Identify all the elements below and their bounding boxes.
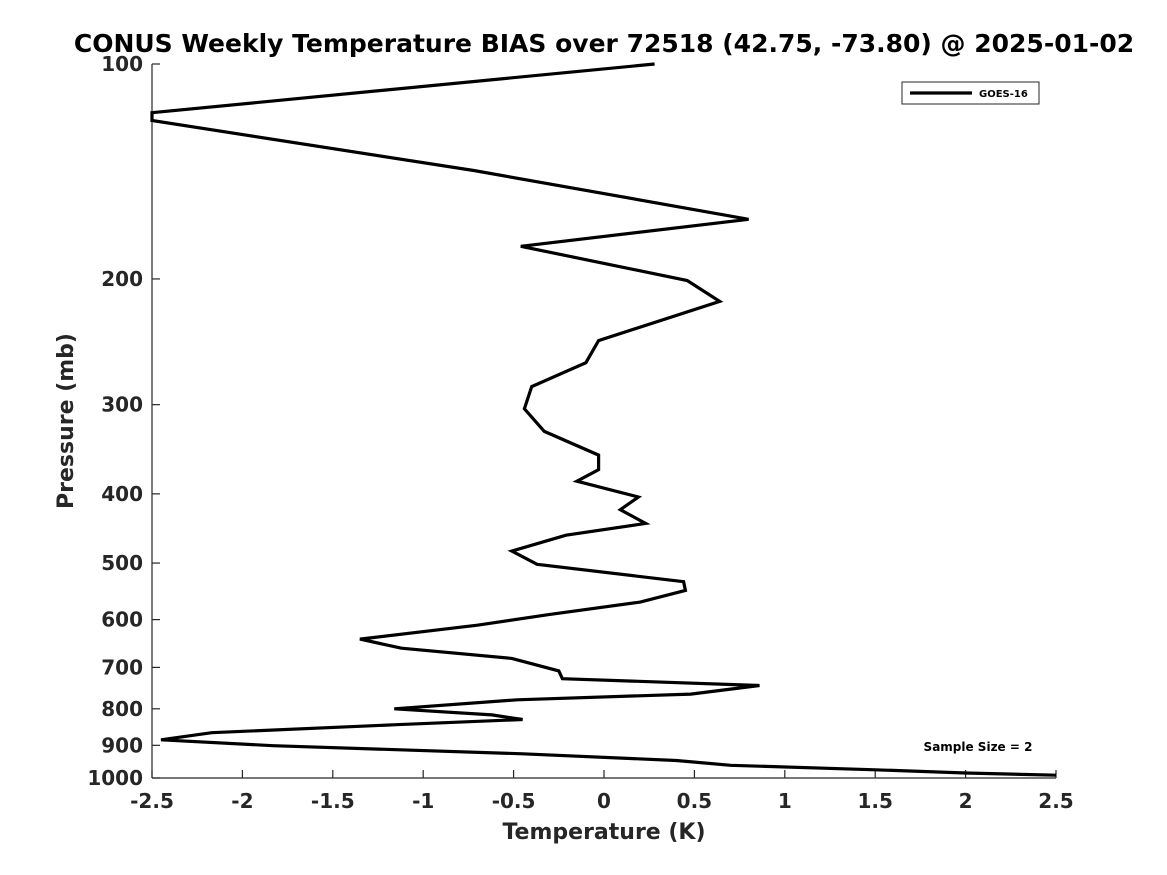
x-tick-label: -2.5 xyxy=(130,789,174,813)
x-tick-label: 2.5 xyxy=(1038,789,1073,813)
y-axis-label: Pressure (mb) xyxy=(54,333,79,509)
y-tick-label: 800 xyxy=(101,697,143,721)
x-tick-label: 2 xyxy=(959,789,973,813)
x-tick-label: 1 xyxy=(778,789,792,813)
ticks: -2.5 -2 -1.5 -1 -0.5 0 0.5 1 1.5 2 2.5 100 200 300 400… xyxy=(87,52,1073,813)
y-tick-label: 900 xyxy=(101,733,143,757)
x-tick-label: -1.5 xyxy=(311,789,355,813)
y-tick-label: 300 xyxy=(101,393,143,417)
x-tick-label: -2 xyxy=(231,789,253,813)
series-line-goes-16 xyxy=(150,62,1057,777)
series-layer xyxy=(150,62,1057,777)
legend: GOES-16 xyxy=(901,81,1040,105)
y-tick-label: 700 xyxy=(101,655,143,679)
x-tick-label: 1.5 xyxy=(857,789,892,813)
x-tick-label: -0.5 xyxy=(492,789,536,813)
x-tick-label: -1 xyxy=(412,789,434,813)
legend-label: GOES-16 xyxy=(979,89,1028,100)
x-tick-label: 0 xyxy=(597,789,611,813)
x-axis-label: Temperature (K) xyxy=(502,820,705,845)
chart-title: CONUS Weekly Temperature BIAS over 72518… xyxy=(74,29,1134,58)
y-tick-label: 400 xyxy=(101,482,143,506)
x-tick-label: 0.5 xyxy=(677,789,712,813)
sample-size-annotation: Sample Size = 2 xyxy=(924,740,1033,754)
axes xyxy=(151,64,1056,779)
y-tick-label: 1000 xyxy=(87,766,143,790)
y-tick-label: 100 xyxy=(101,52,143,76)
y-tick-label: 200 xyxy=(101,267,143,291)
y-tick-label: 500 xyxy=(101,551,143,575)
y-tick-label: 600 xyxy=(101,608,143,632)
